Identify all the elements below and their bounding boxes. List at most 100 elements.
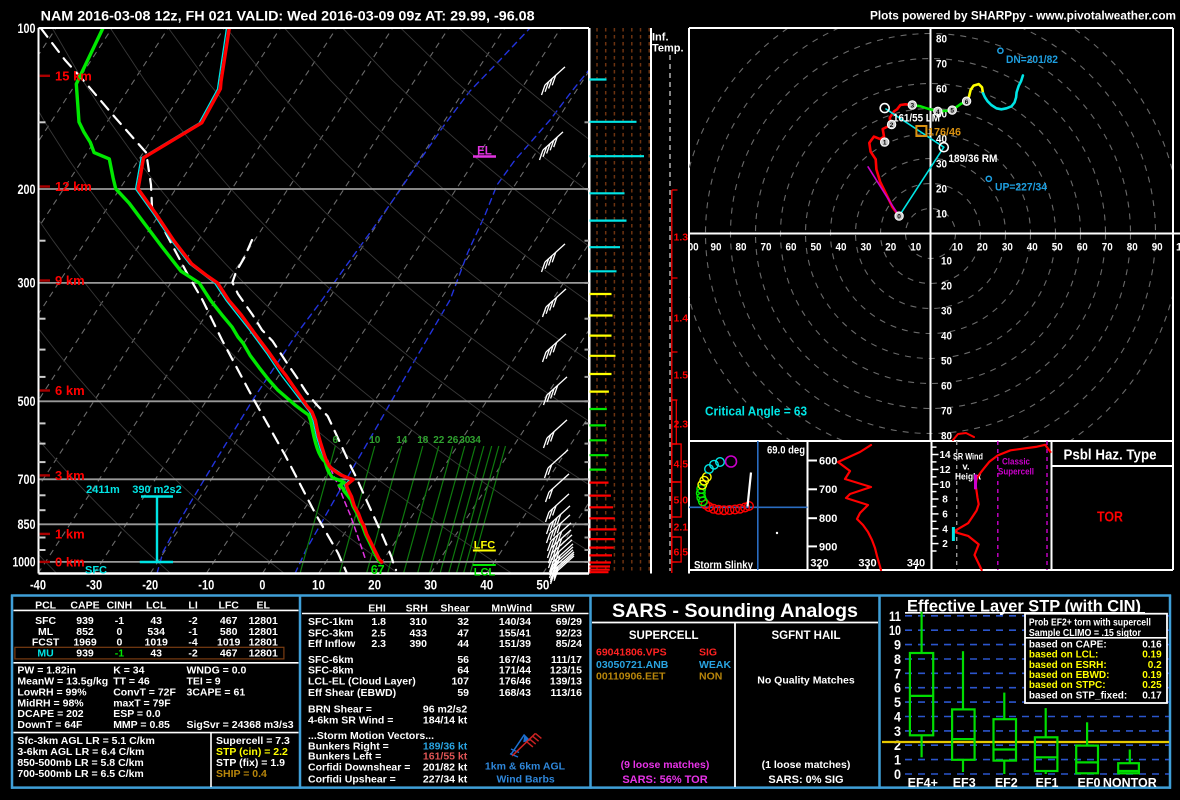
- svg-text:DownT = 64F: DownT = 64F: [17, 719, 83, 731]
- svg-text:CAPE: CAPE: [70, 600, 99, 612]
- svg-text:50: 50: [1052, 241, 1063, 253]
- svg-text:14: 14: [396, 435, 408, 446]
- svg-text:64: 64: [457, 664, 469, 676]
- svg-text:Corfidi Upshear =: Corfidi Upshear =: [308, 773, 396, 785]
- svg-text:390 m2s2: 390 m2s2: [132, 484, 182, 496]
- svg-text:227/34 kt: 227/34 kt: [423, 773, 468, 785]
- svg-text:Eff Shear (EBWD): Eff Shear (EBWD): [308, 687, 396, 699]
- svg-text:SIG: SIG: [699, 647, 717, 659]
- svg-text:500: 500: [18, 394, 36, 409]
- svg-text:1 km: 1 km: [55, 527, 85, 542]
- svg-text:1969: 1969: [73, 637, 97, 649]
- svg-text:maxT = 79F: maxT = 79F: [113, 697, 171, 709]
- svg-text:69041806.VPS: 69041806.VPS: [596, 647, 667, 659]
- svg-text:0.19: 0.19: [1142, 650, 1162, 661]
- svg-text:6: 6: [965, 99, 969, 106]
- svg-text:310: 310: [409, 616, 427, 628]
- svg-text:6.5: 6.5: [674, 547, 689, 559]
- svg-text:1: 1: [1176, 241, 1180, 253]
- svg-text:0: 0: [116, 637, 122, 649]
- svg-text:96 m2/s2: 96 m2/s2: [423, 703, 468, 715]
- svg-text:70: 70: [1102, 241, 1113, 253]
- svg-text:10: 10: [910, 241, 921, 253]
- svg-text:SFC-1km: SFC-1km: [308, 616, 354, 628]
- svg-text:5: 5: [950, 108, 954, 115]
- svg-text:850-500mb LR = 5.8 C/km: 850-500mb LR = 5.8 C/km: [17, 757, 143, 769]
- svg-text:SRW: SRW: [550, 603, 574, 615]
- svg-text:SFC-3km: SFC-3km: [308, 627, 354, 639]
- svg-text:Effective Layer STP (with CIN): Effective Layer STP (with CIN): [907, 597, 1141, 615]
- svg-text:5.0: 5.0: [674, 495, 689, 507]
- svg-text:6: 6: [942, 509, 948, 520]
- svg-text:50: 50: [936, 108, 947, 120]
- svg-text:900: 900: [819, 541, 837, 553]
- svg-text:700: 700: [819, 484, 837, 496]
- svg-text:9: 9: [894, 637, 901, 653]
- svg-text:59: 59: [457, 687, 469, 699]
- svg-text:2.3: 2.3: [371, 638, 386, 650]
- svg-text:PCL: PCL: [35, 600, 57, 612]
- svg-text:WEAK: WEAK: [699, 659, 731, 671]
- svg-text:85/24: 85/24: [556, 638, 582, 650]
- svg-text:12801: 12801: [249, 615, 278, 627]
- svg-text:4: 4: [936, 109, 940, 116]
- svg-text:12 km: 12 km: [55, 179, 92, 194]
- svg-text:based on EBWD:: based on EBWD:: [1029, 670, 1110, 681]
- svg-text:DN=201/82: DN=201/82: [1006, 54, 1058, 66]
- svg-text:80: 80: [941, 430, 952, 442]
- svg-text:1019: 1019: [217, 637, 241, 649]
- svg-text:26: 26: [447, 435, 459, 446]
- svg-text:2.3: 2.3: [674, 419, 689, 431]
- svg-text:22: 22: [433, 435, 445, 446]
- svg-text:3: 3: [910, 103, 914, 110]
- svg-text:based on ESRH:: based on ESRH:: [1029, 660, 1107, 671]
- svg-text:STP (cin) = 2.2: STP (cin) = 2.2: [216, 746, 288, 758]
- svg-text:00: 00: [688, 241, 699, 253]
- svg-text:03050721.ANB: 03050721.ANB: [596, 659, 669, 671]
- svg-text:-10: -10: [198, 577, 214, 593]
- svg-text:40: 40: [941, 330, 952, 342]
- svg-text:20: 20: [936, 183, 947, 195]
- svg-text:580: 580: [220, 626, 238, 638]
- svg-text:8: 8: [894, 651, 901, 667]
- svg-text:600: 600: [819, 455, 837, 467]
- svg-text:20: 20: [885, 241, 896, 253]
- svg-text:50: 50: [941, 355, 952, 367]
- svg-text:9 km: 9 km: [55, 273, 85, 288]
- svg-text:ML: ML: [38, 626, 54, 638]
- svg-text:1.5: 1.5: [674, 370, 689, 382]
- svg-text:0: 0: [116, 626, 122, 638]
- svg-text:20: 20: [941, 280, 952, 292]
- svg-text:80: 80: [736, 241, 747, 253]
- svg-text:161/55 kt: 161/55 kt: [423, 751, 468, 763]
- svg-text:50: 50: [811, 241, 822, 253]
- svg-text:3: 3: [894, 723, 901, 739]
- svg-text:123/15: 123/15: [550, 664, 582, 676]
- svg-text:30: 30: [1002, 241, 1013, 253]
- svg-text:LI: LI: [188, 600, 197, 612]
- svg-text:92/23: 92/23: [556, 627, 582, 639]
- svg-text:2: 2: [894, 737, 901, 753]
- svg-text:10: 10: [936, 208, 947, 220]
- svg-text:-4: -4: [188, 637, 197, 649]
- svg-text:No Quality Matches: No Quality Matches: [757, 675, 855, 687]
- svg-text:300: 300: [18, 276, 36, 291]
- svg-text:100: 100: [18, 21, 36, 36]
- svg-text:139/13: 139/13: [550, 676, 582, 688]
- svg-text:47: 47: [457, 627, 469, 639]
- svg-text:LFC: LFC: [218, 600, 239, 612]
- svg-text:SFC: SFC: [85, 564, 107, 576]
- svg-text:SigSvr = 24368 m3/s3: SigSvr = 24368 m3/s3: [187, 719, 294, 731]
- svg-text:1km & 6km AGL: 1km & 6km AGL: [485, 760, 566, 772]
- svg-text:SARS - Sounding Analogs: SARS - Sounding Analogs: [612, 600, 858, 622]
- svg-text:MnWind: MnWind: [491, 603, 532, 615]
- svg-text:1000: 1000: [13, 555, 36, 570]
- svg-text:EF4+: EF4+: [908, 776, 938, 790]
- svg-text:TEI = 9: TEI = 9: [187, 676, 221, 688]
- svg-text:3 km: 3 km: [55, 468, 85, 483]
- svg-text:60: 60: [1077, 241, 1088, 253]
- svg-text:BRN Shear =: BRN Shear =: [308, 703, 372, 715]
- svg-text:STP (fix) = 1.9: STP (fix) = 1.9: [216, 757, 285, 769]
- svg-text:MU: MU: [37, 647, 53, 659]
- svg-text:60: 60: [936, 83, 947, 95]
